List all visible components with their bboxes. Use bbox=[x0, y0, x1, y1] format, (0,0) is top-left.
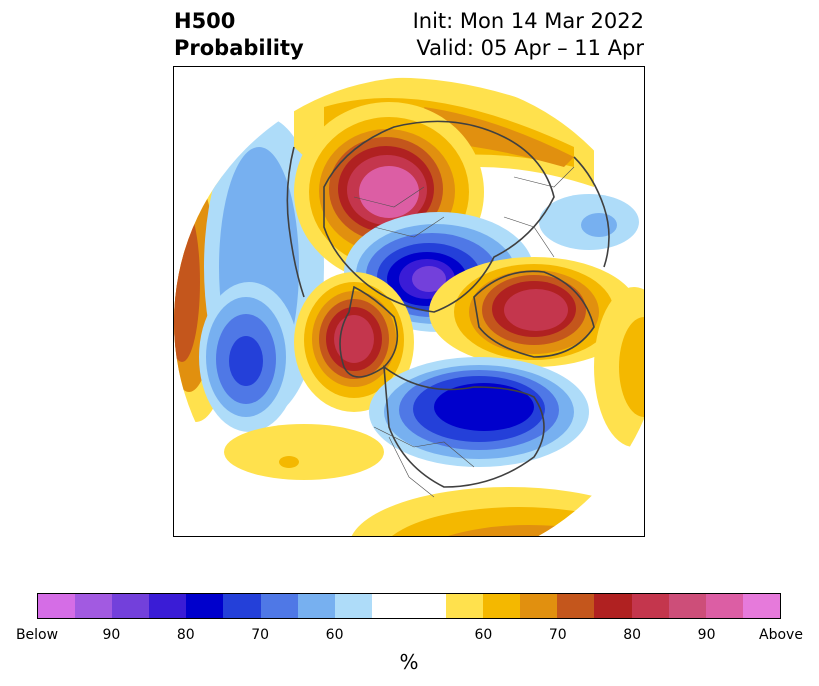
europe-above bbox=[429, 257, 639, 367]
colorbar-segment bbox=[520, 594, 558, 618]
colorbar-segment bbox=[371, 594, 409, 618]
map-canvas bbox=[174, 77, 664, 567]
colorbar-tick-label: 60 bbox=[474, 627, 493, 643]
colorbar-segment bbox=[297, 594, 335, 618]
title-type: Probability bbox=[174, 36, 304, 60]
map-title-right: Init: Mon 14 Mar 2022 Valid: 05 Apr – 11… bbox=[413, 8, 644, 62]
colorbar-tick-label: Above bbox=[759, 627, 803, 643]
colorbar-segment bbox=[149, 594, 187, 618]
title-variable: H500 bbox=[174, 9, 236, 33]
colorbar-segment bbox=[186, 594, 224, 618]
colorbar-segment bbox=[334, 594, 372, 618]
north-pacific-above bbox=[294, 272, 414, 412]
colorbar-segment bbox=[75, 594, 113, 618]
colorbar-segment bbox=[38, 594, 76, 618]
colorbar-segment bbox=[112, 594, 150, 618]
southwest-above bbox=[224, 424, 384, 480]
probability-map bbox=[173, 66, 664, 567]
north-atlantic-below bbox=[369, 357, 589, 467]
colorbar bbox=[37, 593, 781, 619]
map-title-left: H500 Probability bbox=[174, 8, 304, 62]
colorbar-segment bbox=[668, 594, 706, 618]
colorbar-segment bbox=[223, 594, 261, 618]
init-date: Init: Mon 14 Mar 2022 bbox=[412, 9, 644, 33]
colorbar-segment bbox=[446, 594, 484, 618]
colorbar-label: % bbox=[399, 650, 419, 674]
colorbar-tick-label: 90 bbox=[102, 627, 121, 643]
colorbar-segment bbox=[594, 594, 632, 618]
colorbar-tick-label: Below bbox=[15, 627, 59, 643]
colorbar-segment bbox=[742, 594, 780, 618]
colorbar-tick-label: 70 bbox=[548, 627, 567, 643]
colorbar-tick-label: 60 bbox=[325, 627, 344, 643]
colorbar-segment bbox=[260, 594, 298, 618]
colorbar-tick-label: 80 bbox=[623, 627, 642, 643]
colorbar-segment bbox=[705, 594, 743, 618]
colorbar-tick-label: 70 bbox=[251, 627, 270, 643]
colorbar-segment bbox=[631, 594, 669, 618]
valid-range: Valid: 05 Apr – 11 Apr bbox=[416, 36, 644, 60]
colorbar-tick-label: 90 bbox=[697, 627, 716, 643]
colorbar-segment bbox=[557, 594, 595, 618]
colorbar-segment bbox=[483, 594, 521, 618]
colorbar-segment bbox=[408, 594, 447, 618]
scandinavia-below bbox=[539, 194, 639, 250]
borders bbox=[353, 166, 575, 498]
colorbar-tick-label: 80 bbox=[176, 627, 195, 643]
coastlines bbox=[286, 120, 610, 488]
